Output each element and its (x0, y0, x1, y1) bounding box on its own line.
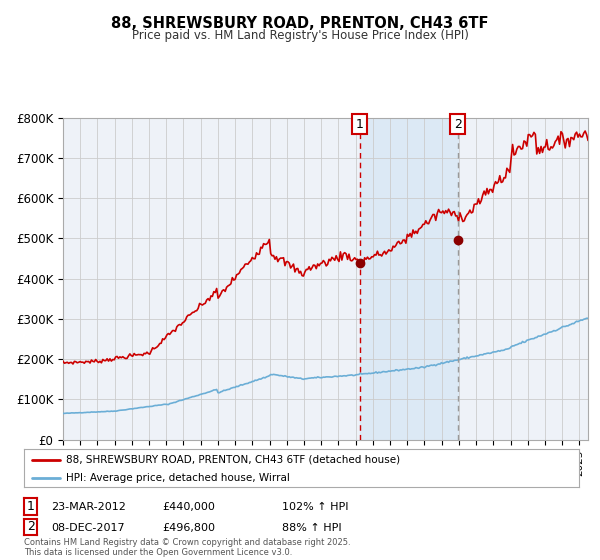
Text: 08-DEC-2017: 08-DEC-2017 (51, 522, 125, 533)
Text: £440,000: £440,000 (162, 502, 215, 512)
Bar (359, 118, 458, 440)
Text: 2: 2 (26, 520, 35, 534)
Text: 2: 2 (454, 118, 461, 130)
Text: 1: 1 (26, 500, 35, 513)
Text: 23-MAR-2012: 23-MAR-2012 (51, 502, 126, 512)
Text: Price paid vs. HM Land Registry's House Price Index (HPI): Price paid vs. HM Land Registry's House … (131, 29, 469, 42)
Text: Contains HM Land Registry data © Crown copyright and database right 2025.
This d: Contains HM Land Registry data © Crown c… (24, 538, 350, 557)
Text: HPI: Average price, detached house, Wirral: HPI: Average price, detached house, Wirr… (65, 473, 290, 483)
Text: 1: 1 (356, 118, 364, 130)
Text: 88, SHREWSBURY ROAD, PRENTON, CH43 6TF: 88, SHREWSBURY ROAD, PRENTON, CH43 6TF (111, 16, 489, 31)
Text: 88% ↑ HPI: 88% ↑ HPI (282, 522, 341, 533)
Text: 88, SHREWSBURY ROAD, PRENTON, CH43 6TF (detached house): 88, SHREWSBURY ROAD, PRENTON, CH43 6TF (… (65, 455, 400, 465)
Text: £496,800: £496,800 (162, 522, 215, 533)
Text: 102% ↑ HPI: 102% ↑ HPI (282, 502, 349, 512)
